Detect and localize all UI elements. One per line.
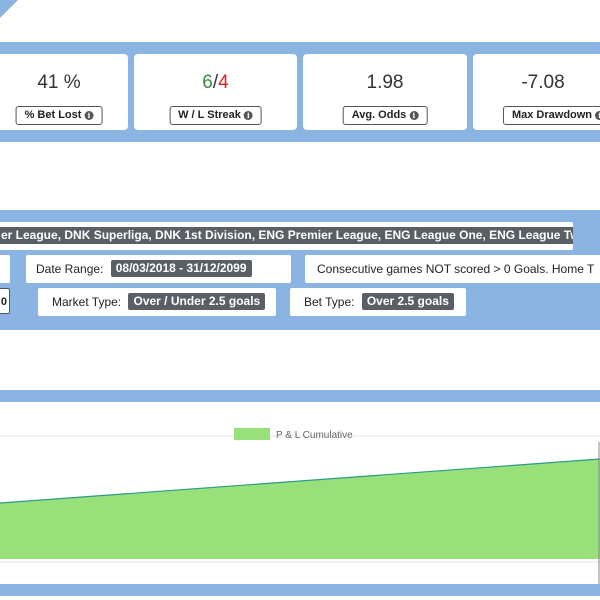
filter-stub-2-text: 0 <box>0 296 7 308</box>
pl-area <box>0 459 600 559</box>
leagues-tag: er League, DNK Superliga, DNK 1st Divisi… <box>0 227 573 244</box>
leagues-filter[interactable]: er League, DNK Superliga, DNK 1st Divisi… <box>0 222 573 250</box>
info-icon: i <box>409 111 419 120</box>
date-range-label: Date Range: <box>36 262 104 276</box>
stats-panel: 41 % % Bet Lost i 6/4 W / L Streak i 1.98 … <box>0 42 600 142</box>
avg-odds-label[interactable]: Avg. Odds i <box>342 106 428 125</box>
loss-streak: 4 <box>218 72 229 93</box>
chart-legend[interactable]: P & L Cumulative <box>234 428 353 442</box>
wl-streak-value: 6/4 <box>134 72 297 94</box>
wl-streak-label[interactable]: W / L Streak i <box>169 106 262 125</box>
max-drawdown-value: -7.08 <box>521 72 565 93</box>
market-type-filter[interactable]: Market Type: Over / Under 2.5 goals <box>38 288 276 316</box>
info-icon: i <box>595 111 600 120</box>
max-drawdown-label[interactable]: Max Drawdown i <box>502 106 600 125</box>
bet-type-tag: Over 2.5 goals <box>361 293 454 310</box>
condition-text: Consecutive games NOT scored > 0 Goals. … <box>317 262 595 276</box>
market-type-tag: Over / Under 2.5 goals <box>128 293 266 310</box>
avg-odds-card: 1.98 Avg. Odds i <box>303 54 467 130</box>
max-drawdown-card: -7.08 Max Drawdown i <box>473 54 600 130</box>
bet-lost-value: 41 % <box>37 72 81 93</box>
bet-type-filter[interactable]: Bet Type: Over 2.5 goals <box>290 288 466 316</box>
filter-stub-2[interactable]: 0 <box>0 288 10 314</box>
bet-lost-label-text: % Bet Lost <box>24 109 82 121</box>
win-streak: 6 <box>202 72 213 93</box>
wl-streak-card: 6/4 W / L Streak i <box>134 54 297 130</box>
market-type-label: Market Type: <box>52 295 122 309</box>
condition-filter[interactable]: Consecutive games NOT scored > 0 Goals. … <box>305 255 600 283</box>
info-icon: i <box>243 111 253 120</box>
filters-panel: er League, DNK Superliga, DNK 1st Divisi… <box>0 210 600 330</box>
pl-chart: P & L Cumulative <box>0 402 600 584</box>
streak-separator: / <box>212 72 219 93</box>
corner-decoration <box>0 0 18 18</box>
info-icon: i <box>84 111 94 120</box>
avg-odds-label-text: Avg. Odds <box>351 109 407 121</box>
bet-lost-label[interactable]: % Bet Lost i <box>15 106 103 125</box>
max-drawdown-label-text: Max Drawdown <box>511 109 593 121</box>
bet-type-label: Bet Type: <box>304 295 355 309</box>
pl-line <box>0 458 600 504</box>
legend-swatch <box>234 428 270 440</box>
avg-odds-value: 1.98 <box>366 72 404 93</box>
filter-stub-1[interactable] <box>0 255 10 283</box>
pl-chart-plot <box>0 435 600 584</box>
bet-lost-card: 41 % % Bet Lost i <box>0 54 128 130</box>
legend-label: P & L Cumulative <box>276 430 353 441</box>
chart-panel: P & L Cumulative <box>0 390 600 596</box>
wl-streak-label-text: W / L Streak <box>178 109 241 121</box>
date-range-filter[interactable]: Date Range: 08/03/2018 - 31/12/2099 <box>26 255 291 283</box>
date-range-tag: 08/03/2018 - 31/12/2099 <box>110 260 252 277</box>
